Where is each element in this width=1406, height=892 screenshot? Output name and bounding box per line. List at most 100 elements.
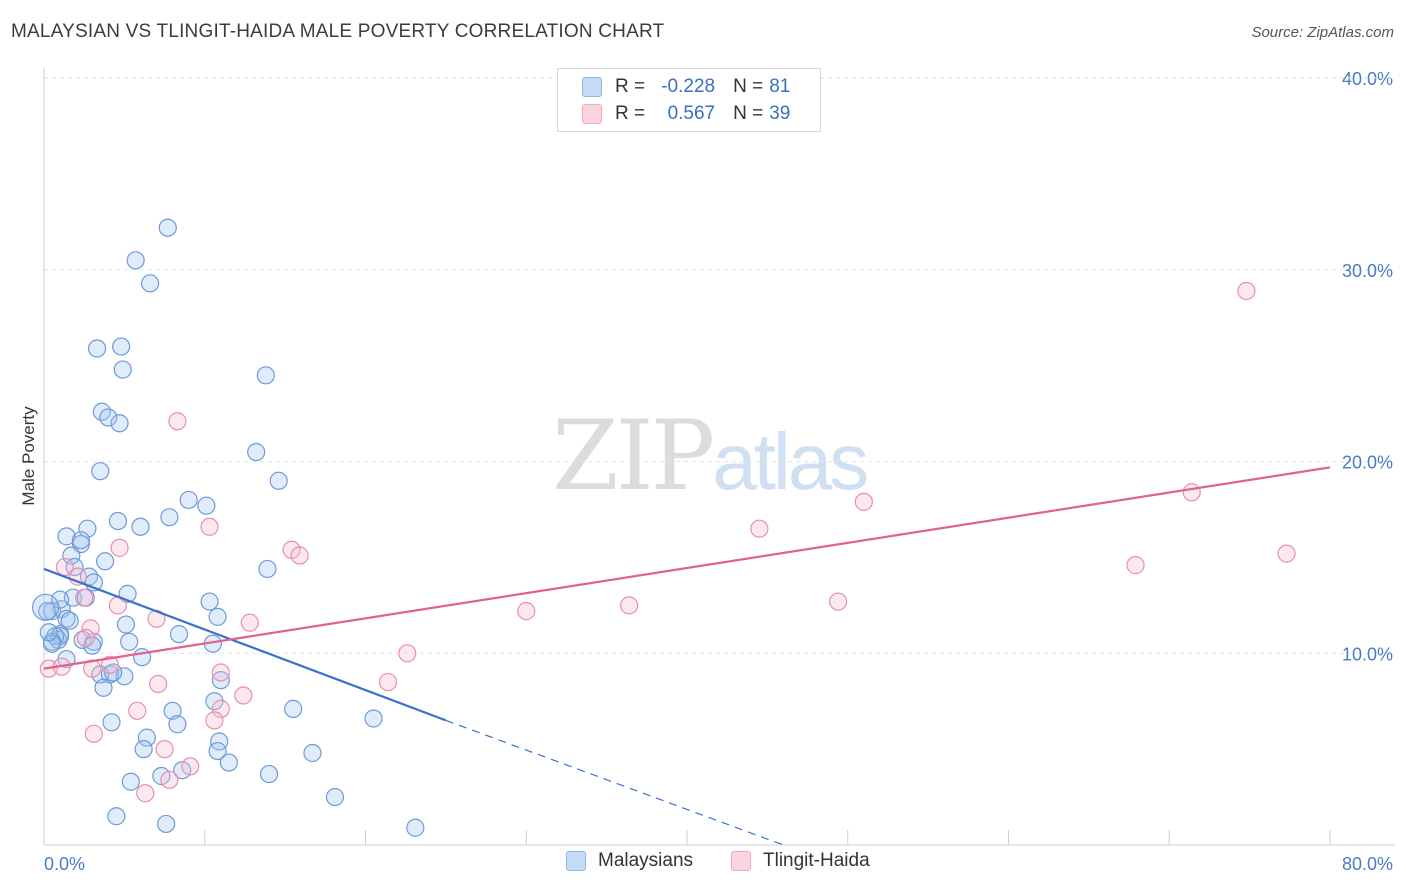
point-malaysians xyxy=(126,251,145,270)
y-tick-label: 10.0% xyxy=(1342,644,1393,664)
point-malaysians xyxy=(168,715,187,734)
point-tlingit-haida xyxy=(160,770,179,789)
point-malaysians xyxy=(62,546,81,565)
point-malaysians xyxy=(99,408,118,427)
trendline-tlingit-haida xyxy=(43,466,1331,670)
point-malaysians xyxy=(157,814,176,834)
point-malaysians xyxy=(247,442,266,462)
point-malaysians xyxy=(406,818,425,837)
point-malaysians xyxy=(259,764,279,784)
point-tlingit-haida xyxy=(76,628,95,648)
point-malaysians xyxy=(131,517,150,536)
legend-label-tlingit-haida: Tlingit-Haida xyxy=(763,850,870,871)
y-axis-label: Male Poverty xyxy=(19,406,38,506)
point-malaysians xyxy=(57,527,76,546)
point-tlingit-haida xyxy=(128,701,147,720)
legend-n-value: 39 xyxy=(769,103,791,124)
point-tlingit-haida xyxy=(75,588,94,607)
point-tlingit-haida xyxy=(100,655,120,674)
point-tlingit-haida xyxy=(181,757,200,776)
chart-title: MALAYSIAN VS TLINGIT-HAIDA MALE POVERTY … xyxy=(11,21,665,42)
point-tlingit-haida xyxy=(168,412,187,431)
point-malaysians xyxy=(112,337,131,356)
series-legend: Malaysians Tlingit-Haida xyxy=(0,850,1406,878)
point-tlingit-haida xyxy=(290,546,309,565)
trendline-malaysians-extension xyxy=(445,719,784,846)
point-malaysians xyxy=(134,740,153,759)
point-malaysians xyxy=(269,471,288,490)
point-malaysians xyxy=(137,728,156,747)
point-malaysians xyxy=(140,274,160,293)
point-malaysians xyxy=(121,772,140,791)
point-tlingit-haida xyxy=(155,740,174,759)
point-tlingit-haida xyxy=(136,784,155,803)
point-tlingit-haida xyxy=(854,492,873,511)
point-malaysians xyxy=(110,414,129,433)
source-label: Source: ZipAtlas.com xyxy=(1251,24,1394,41)
point-tlingit-haida xyxy=(398,644,417,663)
legend-item-tlingit-haida[interactable]: Tlingit-Haida xyxy=(731,850,870,872)
point-malaysians xyxy=(60,611,79,630)
legend-row-malaysians: R = -0.228 N = 81 xyxy=(582,74,790,100)
point-malaysians xyxy=(325,787,345,807)
point-tlingit-haida xyxy=(81,619,100,638)
legend-swatch-tlingit-haida xyxy=(582,104,602,124)
point-malaysians xyxy=(132,648,152,667)
point-malaysians xyxy=(94,678,113,697)
point-tlingit-haida xyxy=(110,538,129,557)
point-malaysians xyxy=(284,699,303,718)
point-tlingit-haida xyxy=(211,699,230,718)
point-tlingit-haida xyxy=(1237,281,1256,301)
y-tick-label: 20.0% xyxy=(1342,453,1393,473)
legend-n-label: N = xyxy=(733,103,764,124)
point-malaysians xyxy=(179,490,198,510)
point-malaysians xyxy=(219,753,238,772)
point-malaysians xyxy=(211,671,230,690)
point-malaysians xyxy=(303,743,322,763)
legend-row-tlingit-haida: R = 0.567 N = 39 xyxy=(582,101,790,127)
point-malaysians xyxy=(71,531,91,550)
point-malaysians xyxy=(42,634,62,653)
point-malaysians xyxy=(57,609,76,628)
point-tlingit-haida xyxy=(234,686,253,705)
legend-label-malaysians: Malaysians xyxy=(598,850,694,871)
legend-item-malaysians[interactable]: Malaysians xyxy=(566,850,693,872)
correlation-legend: R = -0.228 N = 81 R = 0.567 N = 39 xyxy=(557,68,821,132)
legend-swatch-malaysians xyxy=(582,77,602,97)
point-malaysians xyxy=(160,508,179,527)
point-tlingit-haida xyxy=(1182,483,1201,502)
point-tlingit-haida xyxy=(55,557,74,577)
legend-r-value: 0.567 xyxy=(667,103,716,124)
trendline-malaysians xyxy=(43,567,447,722)
point-tlingit-haida xyxy=(211,663,230,682)
point-malaysians xyxy=(208,607,227,626)
point-tlingit-haida xyxy=(1277,544,1296,563)
point-malaysians xyxy=(39,623,58,642)
point-malaysians xyxy=(107,807,126,826)
point-tlingit-haida xyxy=(620,596,639,615)
legend-r-value: -0.228 xyxy=(661,76,716,97)
point-tlingit-haida xyxy=(205,711,224,730)
point-tlingit-haida xyxy=(1126,556,1145,575)
point-malaysians xyxy=(258,559,277,579)
point-malaysians xyxy=(120,632,139,651)
legend-r-label: R = xyxy=(615,103,646,124)
point-malaysians xyxy=(208,741,227,761)
legend-swatch-tlingit-haida xyxy=(731,851,751,871)
point-malaysians xyxy=(256,366,275,385)
point-malaysians xyxy=(163,701,182,720)
point-malaysians xyxy=(65,557,84,577)
point-malaysians xyxy=(364,709,383,728)
y-tick-label: 30.0% xyxy=(1342,261,1393,281)
point-malaysians xyxy=(113,360,132,379)
point-malaysians xyxy=(197,496,216,515)
point-malaysians xyxy=(158,218,177,237)
point-tlingit-haida xyxy=(829,592,848,611)
point-tlingit-haida xyxy=(750,519,769,538)
point-tlingit-haida xyxy=(378,672,398,692)
x-tick-label: 80.0% xyxy=(1342,854,1393,874)
point-malaysians xyxy=(87,339,107,358)
point-tlingit-haida xyxy=(84,724,103,743)
point-malaysians xyxy=(78,519,97,538)
